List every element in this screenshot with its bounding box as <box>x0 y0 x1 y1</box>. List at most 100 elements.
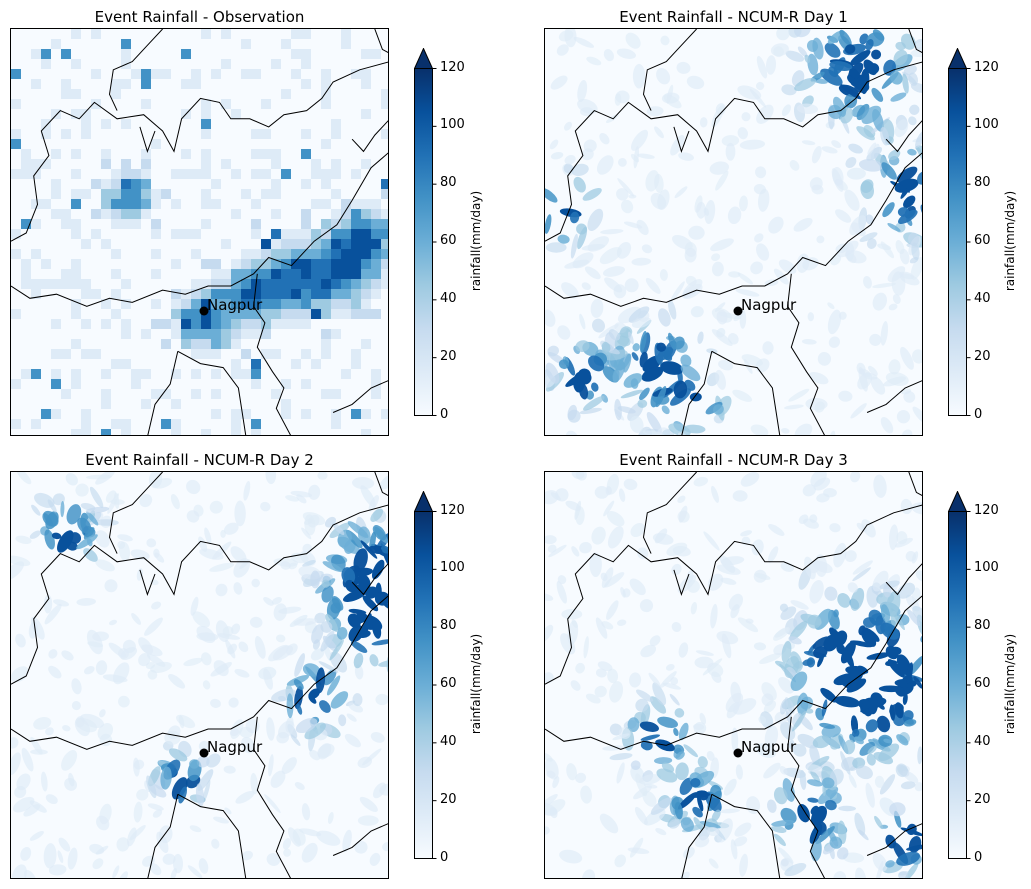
rain-cell <box>11 129 21 139</box>
rain-cell <box>321 209 331 219</box>
rain-cell <box>71 309 81 319</box>
rain-blob <box>609 681 624 703</box>
rain-cell <box>191 349 201 359</box>
rain-blob <box>693 476 709 487</box>
rain-blob <box>807 797 819 803</box>
rain-cell <box>81 109 91 119</box>
rain-blob <box>565 430 579 435</box>
rain-cell <box>41 119 51 129</box>
colorbar-gradient <box>414 511 433 859</box>
rain-cell <box>271 59 281 69</box>
rain-cell <box>211 289 221 299</box>
rain-blob <box>45 727 54 736</box>
rain-cell <box>151 199 161 209</box>
rain-cell <box>11 419 21 429</box>
rain-blob <box>99 733 113 747</box>
rain-blob <box>378 659 388 667</box>
rain-blob <box>873 751 894 765</box>
rain-cell <box>361 259 371 269</box>
rain-blob <box>858 625 866 636</box>
rain-cell <box>251 429 261 435</box>
rain-cell <box>371 289 381 299</box>
rain-blob <box>308 688 320 700</box>
rain-blob <box>872 282 896 289</box>
rain-blob <box>740 472 760 487</box>
rain-blob <box>815 826 835 845</box>
rain-cell <box>191 369 201 379</box>
rain-blob <box>633 146 640 169</box>
rain-blob <box>911 349 922 364</box>
rain-cell <box>321 229 331 239</box>
rain-blob <box>594 485 609 499</box>
rain-cell <box>331 409 341 419</box>
rain-blob <box>819 722 835 729</box>
rain-blob <box>827 302 835 310</box>
rain-blob <box>696 201 706 219</box>
rain-cell <box>241 189 251 199</box>
rain-blob <box>856 103 870 121</box>
state-boundary <box>351 563 388 596</box>
rain-blob <box>21 747 34 772</box>
rain-cell <box>301 259 311 269</box>
rain-blob <box>817 352 832 366</box>
rain-blob <box>587 208 604 232</box>
rain-cell <box>111 269 121 279</box>
rain-blob <box>711 261 724 277</box>
rain-cell <box>91 179 101 189</box>
rain-blob <box>690 306 704 318</box>
rain-blob <box>699 712 707 725</box>
rain-blob <box>721 633 732 659</box>
rain-blob <box>616 48 636 59</box>
rain-blob <box>348 608 367 615</box>
rain-cell <box>321 349 331 359</box>
rain-cell <box>171 319 181 329</box>
rain-blob <box>636 689 654 702</box>
rain-blob <box>601 341 611 353</box>
rain-blob <box>892 294 901 305</box>
rain-cell <box>231 319 241 329</box>
rain-blob <box>640 644 657 658</box>
rain-cell <box>321 219 331 229</box>
state-boundary <box>545 595 922 750</box>
rain-blob <box>196 755 210 768</box>
rain-blob <box>604 277 623 293</box>
rain-cell <box>311 319 321 329</box>
rain-cell <box>171 399 181 409</box>
rain-blob <box>40 771 48 792</box>
rain-cell <box>231 359 241 369</box>
rain-blob <box>806 657 816 668</box>
rain-blob <box>779 698 788 715</box>
rain-blob <box>807 53 819 76</box>
rain-cell <box>181 319 191 329</box>
rain-blob <box>136 568 144 581</box>
rain-blob <box>146 775 157 799</box>
rain-cell <box>381 219 388 229</box>
rain-blob <box>96 815 110 831</box>
rain-blob <box>839 29 852 46</box>
rain-blob <box>811 805 827 826</box>
rain-cell <box>381 229 388 239</box>
rain-blob <box>630 760 641 771</box>
rain-cell <box>281 269 291 279</box>
rain-cell <box>161 389 171 399</box>
rain-blob <box>709 161 729 175</box>
rain-cell <box>271 279 281 289</box>
rain-cell <box>311 309 321 319</box>
rain-blob <box>788 388 810 402</box>
rain-blob <box>577 368 591 382</box>
rain-blob <box>61 750 78 771</box>
rain-blob <box>890 610 899 628</box>
rain-blob <box>295 717 318 734</box>
rain-cell <box>191 329 201 339</box>
rain-blob <box>766 799 777 813</box>
rain-cell <box>351 269 361 279</box>
rain-blob <box>711 329 733 346</box>
rain-cell <box>261 189 271 199</box>
rain-cell <box>241 349 251 359</box>
rain-blob <box>829 836 843 849</box>
rain-cell <box>371 309 381 319</box>
state-boundary <box>11 595 388 750</box>
rain-blob <box>705 791 722 813</box>
rain-cell <box>101 149 111 159</box>
rain-blob <box>912 406 922 425</box>
